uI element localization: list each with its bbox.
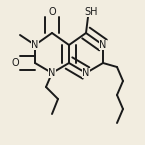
- Text: N: N: [99, 40, 107, 50]
- Text: O: O: [48, 7, 56, 17]
- Text: O: O: [11, 58, 19, 68]
- Text: N: N: [82, 68, 90, 78]
- Text: N: N: [31, 40, 39, 50]
- Text: SH: SH: [84, 7, 98, 17]
- Text: N: N: [48, 68, 56, 78]
